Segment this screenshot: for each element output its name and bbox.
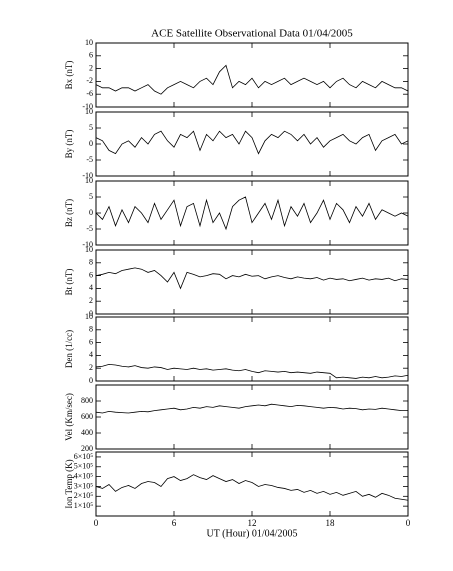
y-tick-label: -10 <box>82 171 93 180</box>
y-tick-label: 2×10⁵ <box>74 491 94 500</box>
y-tick-label: 4 <box>89 350 93 359</box>
y-tick-label: -6 <box>86 89 93 98</box>
x-tick-label: 18 <box>326 518 336 528</box>
data-line <box>95 130 409 155</box>
y-tick-label: 0 <box>89 139 93 148</box>
y-tick-label: 2 <box>89 363 93 372</box>
chart-title: ACE Satellite Observational Data 01/04/2… <box>151 28 353 40</box>
y-axis-label: Ion Temp (K) <box>64 459 74 508</box>
y-tick-label: -5 <box>86 224 93 233</box>
y-tick-label: 6 <box>89 51 93 60</box>
y-tick-label: 5 <box>89 123 93 132</box>
y-tick-label: 600 <box>81 412 93 421</box>
y-tick-label: 3×10⁵ <box>74 481 94 490</box>
y-tick-label: 8 <box>89 325 93 334</box>
y-axis-label: Den (1/cc) <box>64 330 74 368</box>
x-tick-label: 0 <box>406 518 411 528</box>
y-tick-label: 4×10⁵ <box>74 471 94 480</box>
y-tick-label: -10 <box>82 240 93 249</box>
y-tick-label: 8 <box>89 258 93 267</box>
y-axis-label: Bz (nT) <box>64 199 74 227</box>
y-axis-label: Bt (nT) <box>64 269 74 296</box>
data-line <box>95 267 409 290</box>
data-line <box>95 64 409 95</box>
y-tick-label: 6 <box>89 337 93 346</box>
y-axis-label: Bx (nT) <box>64 61 74 90</box>
y-tick-label: -10 <box>82 102 93 111</box>
data-line <box>95 474 409 501</box>
y-tick-label: 4 <box>89 283 93 292</box>
y-tick-label: 6 <box>89 270 93 279</box>
y-tick-label: 0 <box>89 309 93 318</box>
y-tick-label: 200 <box>81 444 93 453</box>
y-tick-label: 2 <box>89 296 93 305</box>
y-tick-label: 10 <box>85 107 93 116</box>
y-tick-label: 0 <box>89 376 93 385</box>
y-tick-label: 10 <box>85 312 93 321</box>
y-tick-label: 400 <box>81 428 93 437</box>
x-tick-label: 0 <box>94 518 99 528</box>
data-line <box>95 196 409 231</box>
y-axis-label: Vel (Km/sec) <box>64 393 74 441</box>
y-tick-label: 10 <box>85 245 93 254</box>
y-axis-label: By (nT) <box>64 130 74 159</box>
y-tick-label: 800 <box>81 396 93 405</box>
y-tick-label: 2 <box>89 63 93 72</box>
y-tick-label: 5 <box>89 192 93 201</box>
data-line <box>95 403 408 414</box>
y-tick-label: -2 <box>86 76 93 85</box>
y-tick-label: 10 <box>85 176 93 185</box>
x-axis-label: UT (Hour) 01/04/2005 <box>207 528 298 539</box>
y-tick-label: 1×10⁵ <box>74 501 94 510</box>
data-line <box>95 363 409 379</box>
x-tick-label: 12 <box>248 518 257 528</box>
y-tick-label: 0 <box>89 208 93 217</box>
y-tick-label: 5×10⁵ <box>74 462 94 471</box>
y-tick-label: -5 <box>86 155 93 164</box>
y-tick-label: 10 <box>85 38 93 47</box>
y-tick-label: 6×10⁵ <box>74 452 94 461</box>
x-tick-label: 6 <box>172 518 177 528</box>
